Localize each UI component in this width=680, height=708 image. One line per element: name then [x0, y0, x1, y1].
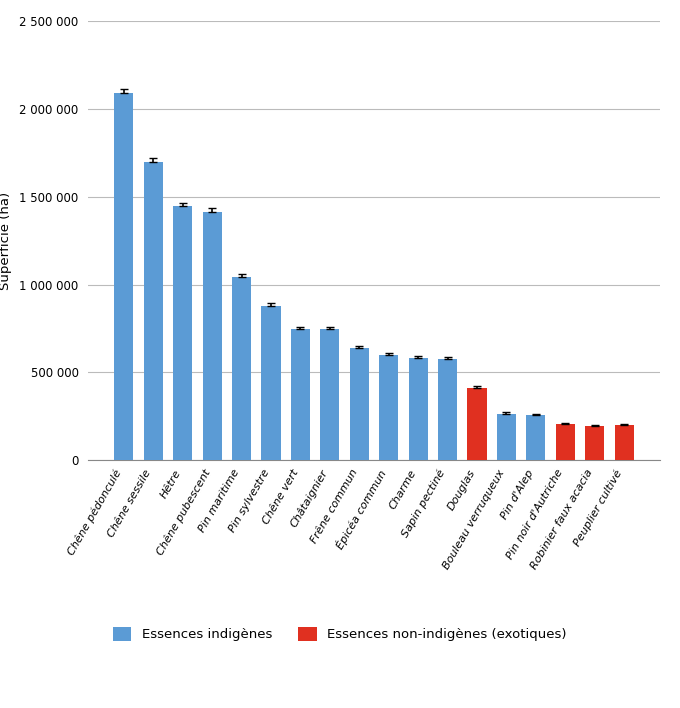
Bar — [556, 424, 575, 460]
Bar — [467, 388, 486, 460]
Bar — [143, 161, 163, 460]
Bar — [497, 413, 516, 460]
Bar — [438, 359, 457, 460]
Bar — [173, 207, 192, 460]
Bar — [291, 329, 310, 460]
Y-axis label: Superficie (ha): Superficie (ha) — [0, 192, 12, 290]
Bar — [262, 306, 281, 460]
Bar — [350, 348, 369, 460]
Bar — [114, 93, 133, 460]
Bar — [320, 329, 339, 460]
Bar — [615, 425, 634, 460]
Bar — [409, 358, 428, 460]
Bar — [232, 277, 251, 460]
Bar — [585, 426, 605, 460]
Bar — [203, 212, 222, 460]
Bar — [526, 416, 545, 460]
Legend: Essences indigènes, Essences non-indigènes (exotiques): Essences indigènes, Essences non-indigèn… — [107, 622, 572, 646]
Bar — [379, 355, 398, 460]
